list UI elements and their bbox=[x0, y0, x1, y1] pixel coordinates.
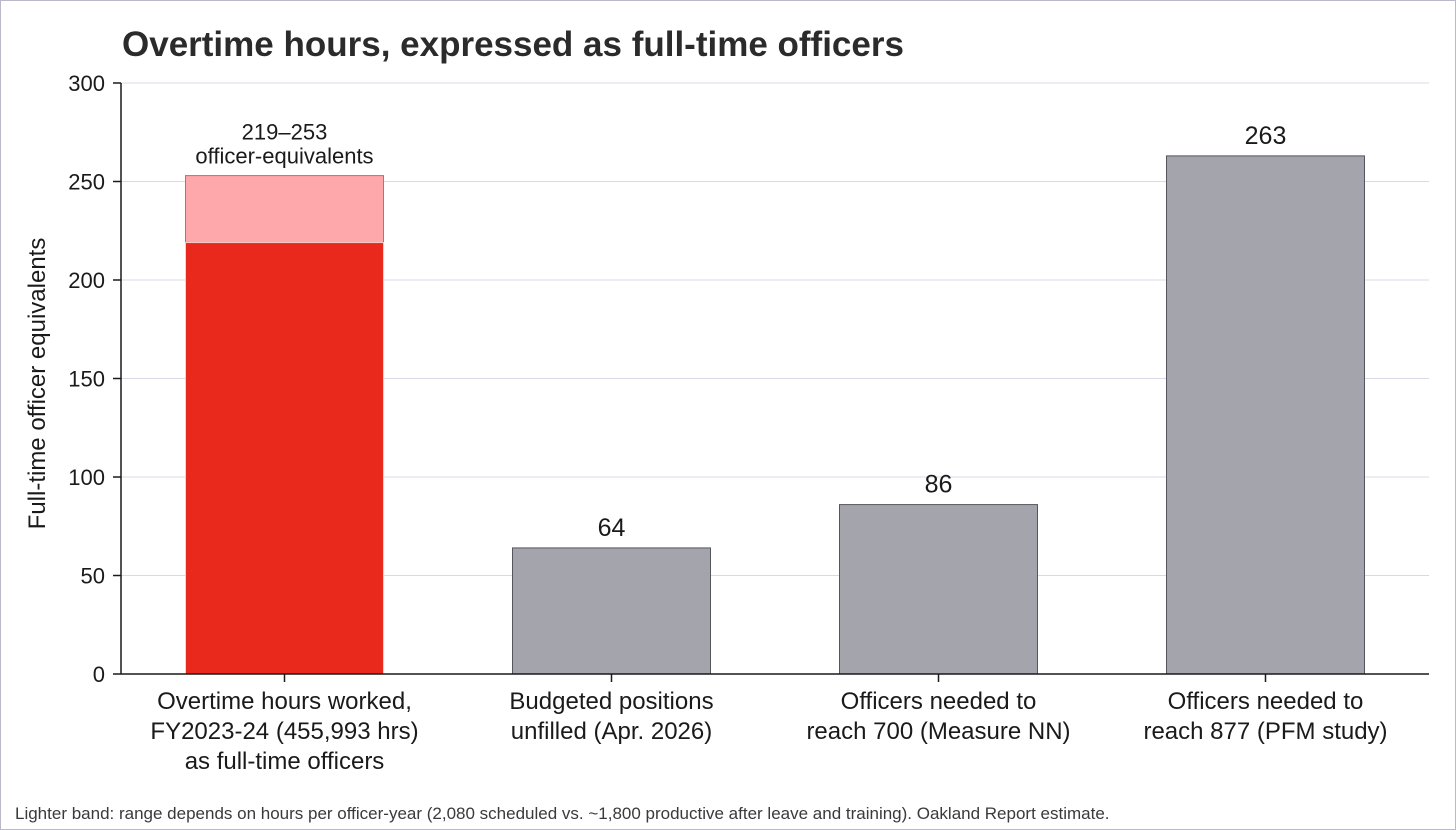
axes bbox=[113, 82, 1429, 682]
y-tick-label: 250 bbox=[68, 170, 105, 195]
chart-title: Overtime hours, expressed as full-time o… bbox=[122, 25, 904, 64]
x-tick-label: Overtime hours worked, FY2023-24 (455,993… bbox=[150, 688, 418, 775]
bar bbox=[1166, 155, 1365, 675]
data-label: 64 bbox=[598, 514, 626, 542]
y-tick-label: 50 bbox=[81, 564, 105, 589]
x-tick-label: Budgeted positions unfilled (Apr. 2026) bbox=[509, 688, 713, 745]
y-tick-label: 300 bbox=[68, 71, 105, 96]
labels: 0 50 100 150 200 250 300 219–253 officer-equival… bbox=[24, 71, 1388, 775]
bars bbox=[185, 155, 1365, 675]
range-band bbox=[185, 175, 384, 244]
bar bbox=[839, 504, 1038, 675]
y-tick-label: 0 bbox=[93, 662, 105, 687]
data-label: 86 bbox=[925, 471, 953, 499]
footnote: Lighter band: range depends on hours per… bbox=[15, 804, 1110, 823]
x-tick-label: Officers needed to reach 877 (PFM study) bbox=[1143, 688, 1387, 745]
y-axis-label: Full-time officer equivalents bbox=[24, 238, 51, 530]
y-tick-label: 100 bbox=[68, 465, 105, 490]
y-tick-label: 150 bbox=[68, 367, 105, 392]
data-label: 219–253 officer-equivalents bbox=[195, 120, 373, 169]
data-label: 263 bbox=[1245, 122, 1287, 150]
bar bbox=[512, 547, 711, 675]
x-tick-label: Officers needed to reach 700 (Measure NN) bbox=[806, 688, 1070, 745]
bar bbox=[185, 242, 384, 675]
y-tick-label: 200 bbox=[68, 268, 105, 293]
